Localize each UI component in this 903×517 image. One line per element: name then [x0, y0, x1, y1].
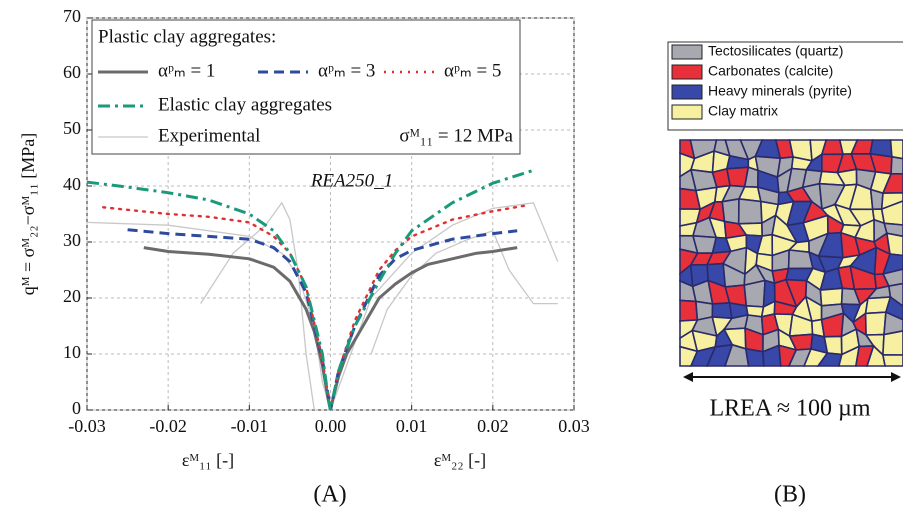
stress-annotation: σᴹ₁₁ = 12 MPa — [399, 125, 513, 146]
legend-label: αᵖₘ = 3 — [318, 60, 375, 81]
scale-label: LREA ≈ 100 µm — [709, 396, 870, 422]
y-tick-label: 10 — [63, 342, 81, 362]
series-line — [143, 246, 518, 411]
x-tick-label: -0.02 — [149, 416, 187, 436]
legend-heading: Plastic clay aggregates: — [98, 26, 276, 47]
micro-legend-swatch — [671, 84, 703, 100]
x-tick-label: 0.02 — [477, 416, 509, 436]
x-tick-label: -0.01 — [231, 416, 269, 436]
legend-label: αᵖₘ = 5 — [444, 60, 501, 81]
grain — [880, 200, 903, 226]
grain — [679, 299, 699, 322]
grain — [737, 198, 763, 225]
grain — [823, 335, 843, 356]
grain — [711, 302, 733, 320]
grain — [721, 197, 740, 225]
legend-label: Elastic clay aggregates — [158, 94, 332, 115]
legend-label: Experimental — [158, 125, 260, 146]
grain — [881, 173, 903, 195]
grain — [882, 330, 903, 356]
micro-legend-label: Clay matrix — [708, 103, 778, 119]
x-tick-label: -0.03 — [68, 416, 106, 436]
micro-legend-label: Tectosilicates (quartz) — [708, 43, 843, 59]
grain — [881, 253, 903, 276]
grain — [885, 232, 903, 257]
grain — [880, 191, 903, 211]
y-tick-label: 60 — [63, 62, 81, 82]
micro-legend-swatch — [671, 104, 703, 120]
panel-label: (A) — [313, 482, 346, 508]
y-tick-label: 20 — [63, 286, 81, 306]
micro-legend-swatch — [671, 44, 703, 60]
x-tick-label: 0.00 — [315, 416, 347, 436]
grain — [889, 139, 903, 160]
grain — [883, 311, 903, 336]
grain — [881, 354, 903, 367]
y-tick-label: 70 — [63, 6, 81, 26]
x-axis-label-right: εᴹ₂₂ [-] — [434, 450, 486, 470]
x-axis-label-left: εᴹ₁₁ [-] — [182, 450, 234, 470]
legend-box — [91, 19, 521, 155]
y-tick-label: 40 — [63, 174, 81, 194]
x-tick-label: 0.03 — [558, 416, 590, 436]
panel-label-b: (B) — [774, 482, 806, 508]
micro-legend-box — [667, 41, 903, 131]
grain — [743, 279, 766, 308]
grain — [744, 347, 765, 367]
y-tick-label: 30 — [63, 230, 81, 250]
micro-legend-label: Carbonates (calcite) — [708, 63, 833, 79]
series-line — [86, 168, 534, 411]
micro-legend-swatch — [671, 64, 703, 80]
grain — [890, 155, 903, 175]
y-axis-label: qᴹ = σᴹ₂₂−σᴹ₁₁ [MPa] — [18, 133, 38, 295]
grain — [864, 311, 887, 336]
legend-label: αᵖₘ = 1 — [158, 60, 215, 81]
micro-legend-label: Heavy minerals (pyrite) — [708, 83, 852, 99]
legend-entries: Experimental αᵖₘ = 1 αᵖₘ = 3 αᵖₘ = 5 Elastic… — [98, 60, 501, 146]
grain — [882, 268, 903, 287]
y-tick-label: 0 — [72, 398, 81, 418]
y-tick-label: 50 — [63, 118, 81, 138]
x-tick-label: 0.01 — [396, 416, 428, 436]
sample-annotation: REA250_1 — [310, 170, 393, 191]
grain — [888, 282, 903, 308]
grain — [819, 287, 844, 307]
